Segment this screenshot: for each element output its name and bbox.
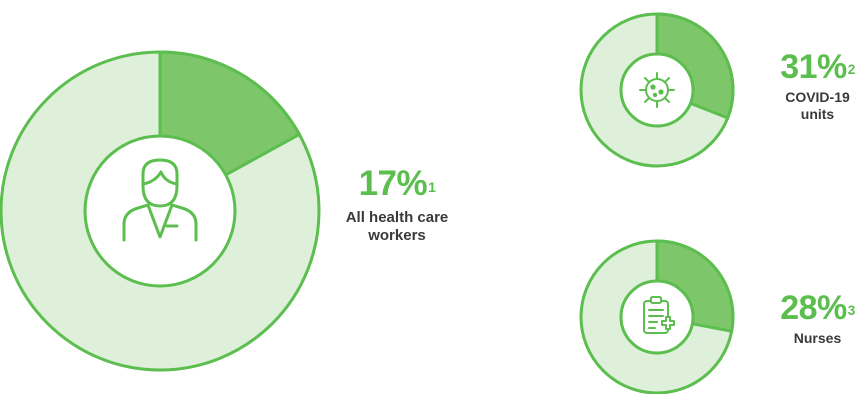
footnote-marker: 3 <box>847 303 856 318</box>
stat-caption: COVID-19 units <box>785 89 850 122</box>
donut-hole <box>83 134 237 288</box>
stat-caption: Nurses <box>793 330 842 346</box>
stat-caption: All health care workers <box>345 209 449 244</box>
percent-value: 31%2 <box>780 48 856 86</box>
footnote-marker: 1 <box>428 179 436 195</box>
stat-covid-units: 31%2 COVID-19 units <box>768 49 867 123</box>
stat-all-health-care-workers: 17%1 All health care workers <box>322 165 472 245</box>
donut-chart-all-health-care-workers <box>0 50 321 372</box>
donut-chart-covid-units <box>579 12 735 168</box>
percent-value: 17%1 <box>358 164 436 203</box>
clipboard-medical-icon <box>643 296 675 334</box>
health-care-worker-icon <box>122 158 198 242</box>
stat-nurses: 28%3 Nurses <box>768 290 867 347</box>
footnote-marker: 2 <box>847 62 856 77</box>
donut-hole <box>619 52 695 128</box>
virus-icon <box>639 72 675 108</box>
percent-value: 28%3 <box>780 289 856 327</box>
donut-chart-nurses <box>579 239 735 394</box>
